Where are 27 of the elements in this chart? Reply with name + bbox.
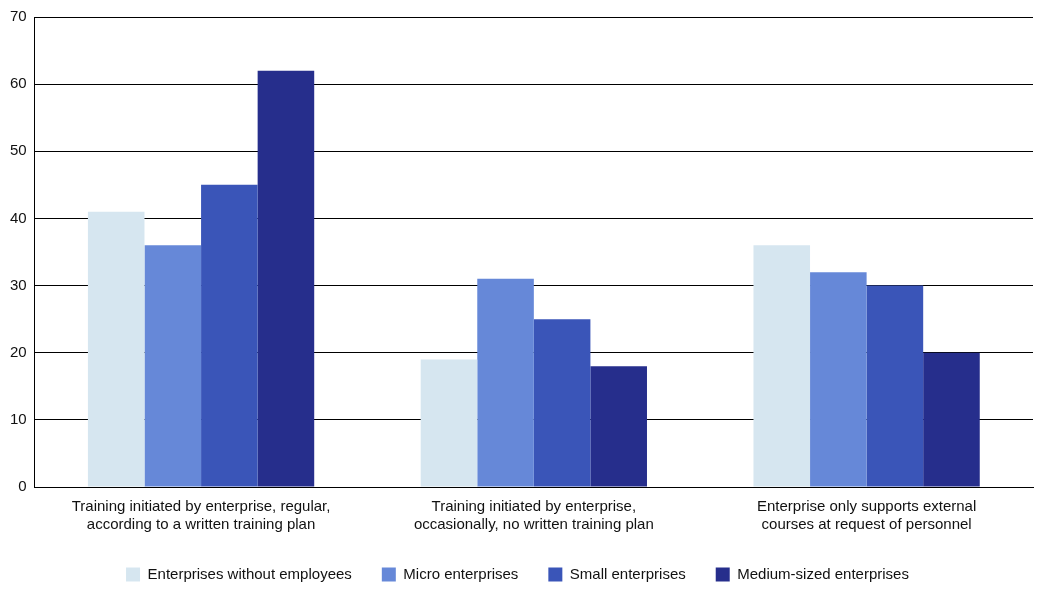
bar	[257, 70, 315, 487]
bar	[590, 366, 647, 487]
bar	[866, 285, 924, 487]
legend-label: Small enterprises	[569, 564, 686, 582]
y-tick-label: 0	[18, 477, 27, 495]
bar	[810, 272, 867, 487]
bar	[533, 319, 591, 487]
bar	[753, 245, 811, 487]
y-tick-label: 20	[10, 342, 27, 360]
bar	[87, 211, 145, 487]
legend-label: Medium-sized enterprises	[737, 564, 909, 582]
x-tick-label: Training initiated by enterprise, regular, according to a written training plan	[71, 497, 331, 533]
bar	[201, 184, 258, 487]
legend-label: Micro enterprises	[403, 564, 519, 582]
y-tick-label: 50	[10, 141, 27, 159]
y-tick-label: 30	[10, 275, 27, 293]
bar	[923, 352, 980, 487]
y-tick-label: 70	[10, 7, 27, 25]
bar	[477, 278, 534, 487]
bar	[144, 245, 202, 487]
x-tick-label: Training initiated by enterprise, occasionally, no written training plan	[413, 497, 654, 533]
y-tick-label: 10	[10, 410, 27, 427]
legend-label: Enterprises without employees	[147, 564, 352, 582]
x-tick-label: Enterprise only supports external courses at request of personnel	[756, 497, 977, 533]
y-tick-label: 40	[10, 208, 27, 226]
bar	[420, 359, 478, 487]
y-tick-label: 60	[10, 74, 27, 92]
